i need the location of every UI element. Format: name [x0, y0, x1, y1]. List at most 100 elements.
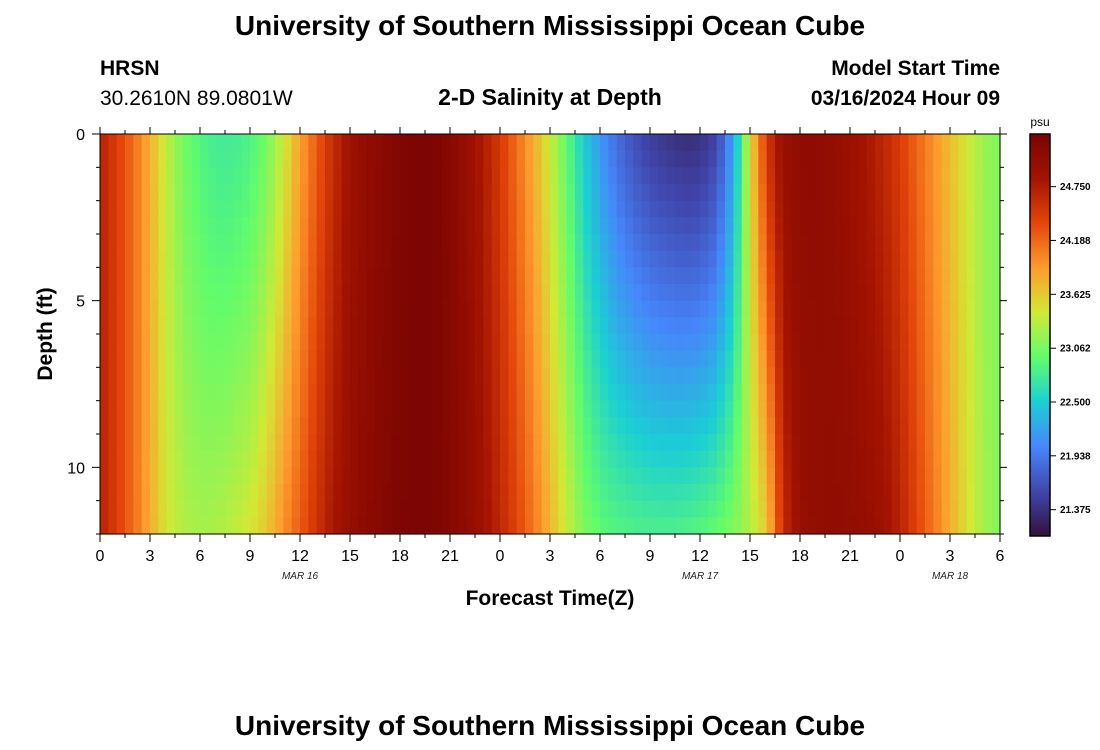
heatmap-cell — [100, 417, 109, 435]
heatmap-cell — [500, 150, 509, 168]
heatmap-cell — [125, 400, 134, 418]
heatmap-cell — [250, 184, 259, 202]
heatmap-cell — [691, 300, 701, 318]
heatmap-cell — [491, 400, 501, 418]
heatmap-cell — [841, 184, 851, 202]
x-tick-label: 21 — [841, 548, 859, 565]
heatmap-cell — [558, 317, 568, 335]
heatmap-cell — [658, 484, 668, 502]
heatmap-cell — [450, 350, 459, 368]
heatmap-cell — [108, 350, 118, 368]
heatmap-cell — [766, 167, 776, 185]
heatmap-cell — [150, 284, 159, 302]
heatmap-cell — [808, 167, 818, 185]
heatmap-cell — [875, 417, 884, 435]
heatmap-cell — [883, 167, 893, 185]
heatmap-cell — [658, 284, 668, 302]
heatmap-cell — [883, 350, 893, 368]
heatmap-cell — [833, 450, 843, 468]
heatmap-cell — [983, 417, 993, 435]
heatmap-cell — [608, 400, 618, 418]
heatmap-cell — [375, 417, 384, 435]
heatmap-cell — [433, 317, 443, 335]
heatmap-cell — [958, 317, 968, 335]
heatmap-cell — [566, 317, 576, 335]
heatmap-cell — [233, 234, 243, 252]
heatmap-cell — [741, 317, 751, 335]
heatmap-cell — [491, 134, 501, 152]
heatmap-cell — [808, 300, 818, 318]
heatmap-cell — [116, 267, 126, 285]
heatmap-cell — [441, 234, 451, 252]
heatmap-cell — [766, 184, 776, 202]
heatmap-cell — [766, 217, 776, 235]
heatmap-cell — [766, 250, 776, 268]
heatmap-cell — [808, 184, 818, 202]
heatmap-cell — [175, 450, 184, 468]
heatmap-cell — [375, 350, 384, 368]
heatmap-cell — [366, 417, 376, 435]
heatmap-cell — [708, 367, 718, 385]
heatmap-cell — [100, 250, 109, 268]
heatmap-cell — [908, 467, 918, 485]
heatmap-cell — [391, 200, 401, 218]
heatmap-cell — [583, 484, 593, 502]
heatmap-cell — [866, 184, 876, 202]
heatmap-cell — [691, 467, 701, 485]
heatmap-cell — [891, 500, 901, 518]
heatmap-cell — [958, 434, 968, 452]
heatmap-cell — [525, 500, 534, 518]
heatmap-cell — [575, 317, 584, 335]
heatmap-cell — [333, 384, 343, 402]
heatmap-cell — [491, 517, 501, 535]
heatmap-cell — [825, 217, 834, 235]
heatmap-cell — [700, 467, 709, 485]
heatmap-cell — [100, 217, 109, 235]
heatmap-cell — [425, 350, 434, 368]
heatmap-cell — [966, 200, 976, 218]
heatmap-cell — [758, 517, 768, 535]
heatmap-cell — [566, 184, 576, 202]
heatmap-cell — [666, 467, 676, 485]
heatmap-cell — [433, 267, 443, 285]
heatmap-cell — [625, 284, 634, 302]
heatmap-cell — [350, 434, 359, 452]
heatmap-cell — [416, 200, 426, 218]
heatmap-cell — [475, 484, 484, 502]
heatmap-cell — [125, 200, 134, 218]
heatmap-cell — [416, 317, 426, 335]
heatmap-cell — [608, 234, 618, 252]
heatmap-cell — [966, 367, 976, 385]
heatmap-cell — [533, 384, 543, 402]
heatmap-cell — [958, 150, 968, 168]
heatmap-cell — [583, 400, 593, 418]
heatmap-cell — [125, 134, 134, 152]
heatmap-cell — [100, 200, 109, 218]
heatmap-cell — [333, 417, 343, 435]
heatmap-cell — [700, 400, 709, 418]
heatmap-cell — [983, 334, 993, 352]
heatmap-cell — [325, 517, 334, 535]
heatmap-cell — [483, 500, 493, 518]
heatmap-cell — [175, 467, 184, 485]
heatmap-cell — [333, 150, 343, 168]
heatmap-cell — [966, 250, 976, 268]
heatmap-cell — [433, 300, 443, 318]
heatmap-cell — [775, 284, 784, 302]
y-tick-label: 10 — [67, 460, 85, 477]
heatmap-cell — [333, 217, 343, 235]
heatmap-cell — [633, 267, 643, 285]
heatmap-cell — [183, 334, 193, 352]
heatmap-cell — [800, 317, 809, 335]
heatmap-cell — [258, 150, 268, 168]
heatmap-cell — [616, 350, 626, 368]
heatmap-cell — [858, 150, 868, 168]
heatmap-cell — [483, 367, 493, 385]
heatmap-cell — [366, 467, 376, 485]
heatmap-cell — [925, 267, 934, 285]
heatmap-cell — [425, 500, 434, 518]
heatmap-cell — [166, 400, 176, 418]
heatmap-cell — [208, 434, 218, 452]
x-axis-label: Forecast Time(Z) — [466, 587, 635, 610]
heatmap-cell — [441, 467, 451, 485]
